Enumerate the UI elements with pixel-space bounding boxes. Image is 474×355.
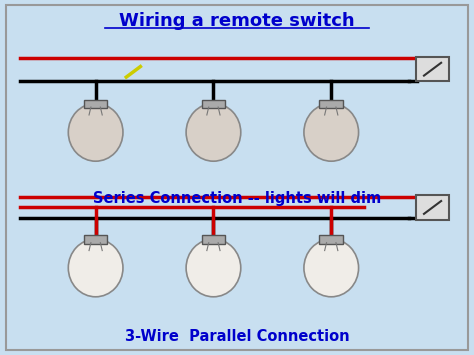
Text: 3-Wire  Parallel Connection: 3-Wire Parallel Connection xyxy=(125,329,349,344)
Text: Wiring a remote switch: Wiring a remote switch xyxy=(119,12,355,30)
Text: Series Connection -- lights will dim: Series Connection -- lights will dim xyxy=(93,191,381,206)
Ellipse shape xyxy=(304,239,358,297)
FancyBboxPatch shape xyxy=(319,235,343,244)
Ellipse shape xyxy=(68,239,123,297)
FancyBboxPatch shape xyxy=(84,100,108,108)
FancyBboxPatch shape xyxy=(416,195,449,220)
FancyBboxPatch shape xyxy=(84,235,108,244)
FancyBboxPatch shape xyxy=(319,100,343,108)
Ellipse shape xyxy=(186,103,241,161)
Ellipse shape xyxy=(186,239,241,297)
Ellipse shape xyxy=(304,103,358,161)
FancyBboxPatch shape xyxy=(416,57,449,81)
FancyBboxPatch shape xyxy=(201,100,225,108)
FancyBboxPatch shape xyxy=(201,235,225,244)
Ellipse shape xyxy=(68,103,123,161)
